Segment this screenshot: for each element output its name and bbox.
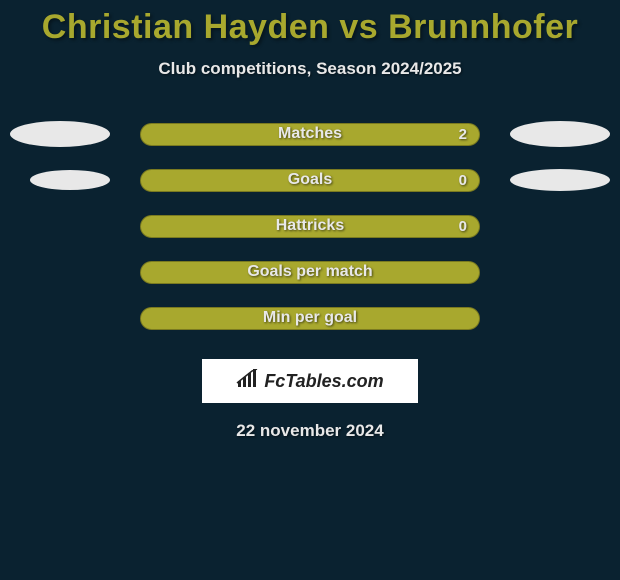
subtitle: Club competitions, Season 2024/2025 bbox=[0, 59, 620, 79]
left-player-oval bbox=[30, 170, 110, 190]
stat-bar: Goals per match bbox=[140, 261, 480, 284]
stat-label: Min per goal bbox=[263, 309, 357, 327]
stat-bar: Hattricks 0 bbox=[140, 215, 480, 238]
left-player-oval bbox=[10, 121, 110, 147]
stat-value: 2 bbox=[459, 126, 467, 143]
right-player-oval bbox=[510, 121, 610, 147]
comparison-infographic: Christian Hayden vs Brunnhofer Club comp… bbox=[0, 0, 620, 580]
stat-row: Goals per match bbox=[0, 249, 620, 295]
stat-label: Goals per match bbox=[247, 263, 372, 281]
right-player-oval bbox=[510, 169, 610, 191]
stat-bar: Min per goal bbox=[140, 307, 480, 330]
logo: FcTables.com bbox=[236, 369, 383, 394]
logo-text: FcTables.com bbox=[264, 371, 383, 392]
stat-value: 0 bbox=[459, 218, 467, 235]
stat-label: Goals bbox=[288, 171, 332, 189]
stat-row: Matches 2 bbox=[0, 111, 620, 157]
date-text: 22 november 2024 bbox=[0, 421, 620, 441]
stats-area: Matches 2 Goals 0 Hattricks 0 Goals per … bbox=[0, 111, 620, 341]
stat-row: Hattricks 0 bbox=[0, 203, 620, 249]
stat-bar: Matches 2 bbox=[140, 123, 480, 146]
stat-label: Matches bbox=[278, 125, 342, 143]
logo-box: FcTables.com bbox=[202, 359, 418, 403]
stat-row: Goals 0 bbox=[0, 157, 620, 203]
stat-row: Min per goal bbox=[0, 295, 620, 341]
stat-bar: Goals 0 bbox=[140, 169, 480, 192]
stat-label: Hattricks bbox=[276, 217, 344, 235]
chart-icon bbox=[236, 369, 260, 394]
stat-value: 0 bbox=[459, 172, 467, 189]
page-title: Christian Hayden vs Brunnhofer bbox=[0, 0, 620, 47]
